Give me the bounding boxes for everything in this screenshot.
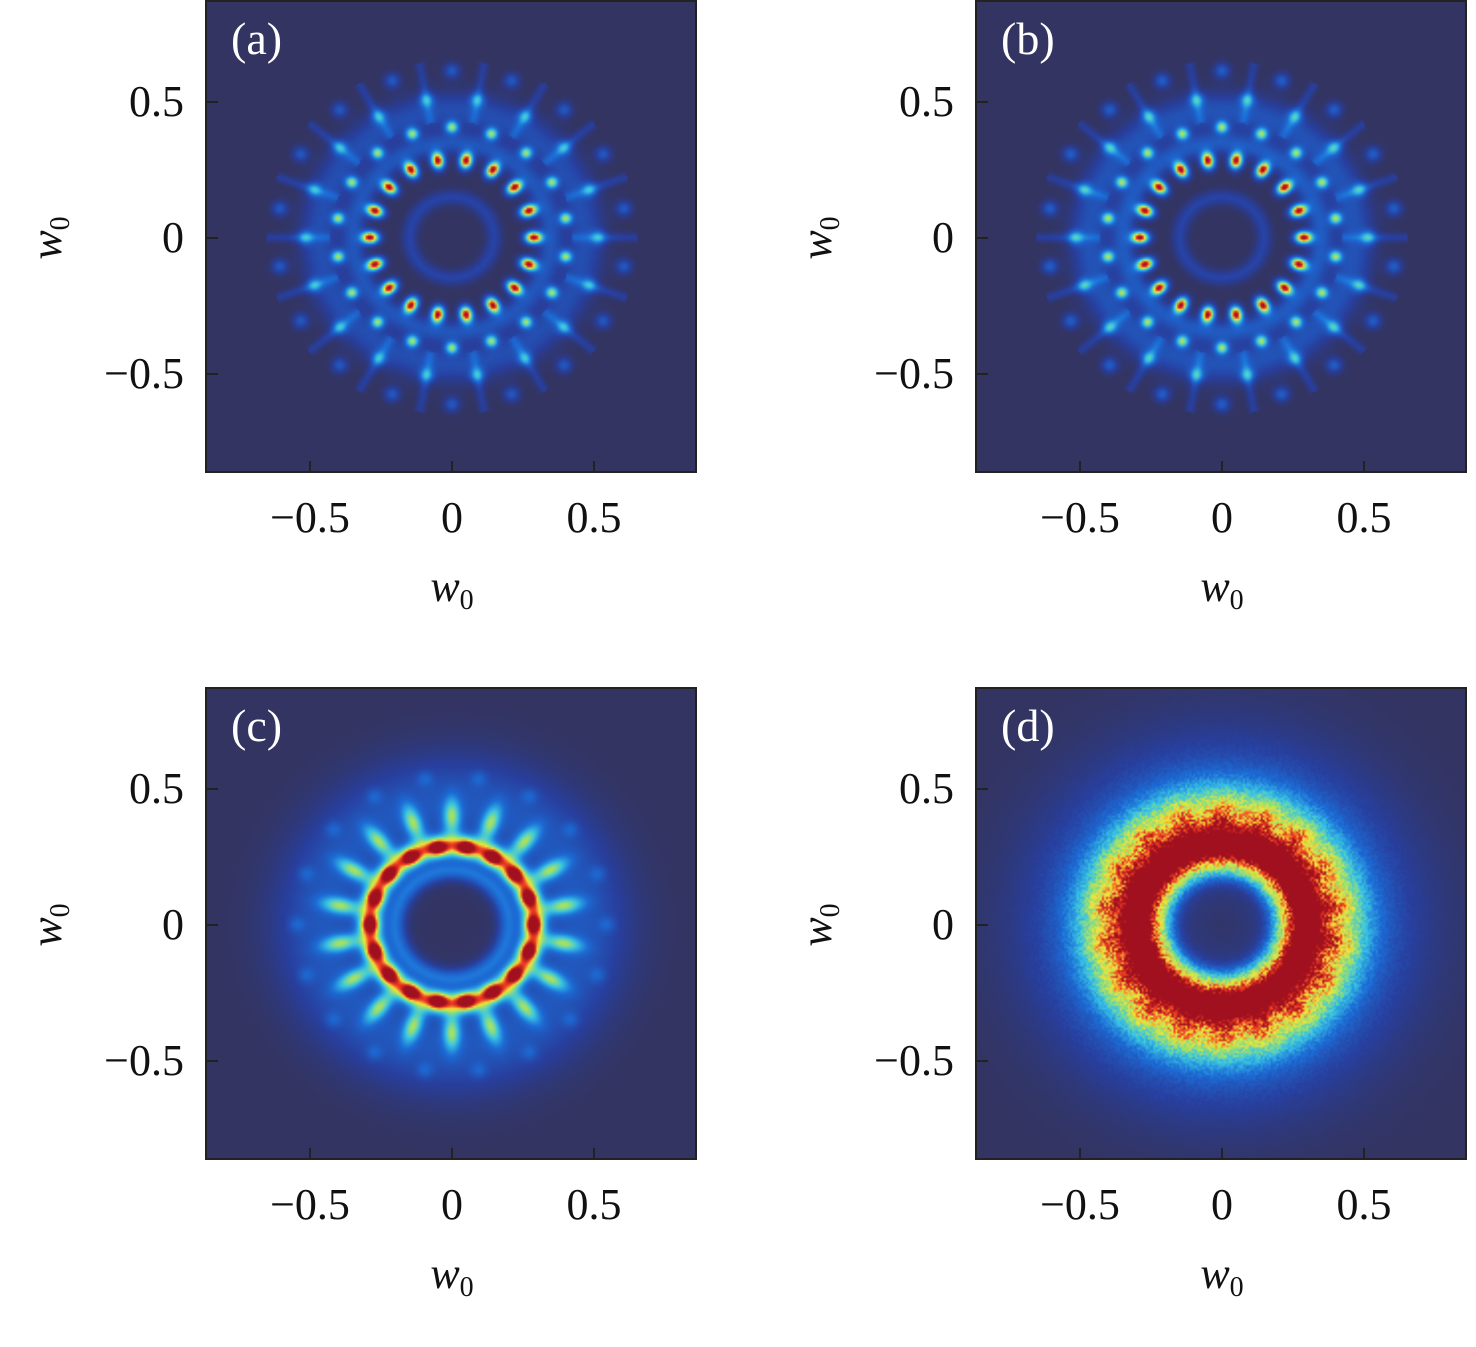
y-tick-label: 0.5 [129,764,184,813]
x-tick-label: 0.5 [1336,1180,1392,1229]
panel-label: (c) [231,700,283,751]
x-tick-label: 0 [441,493,463,542]
y-tick-label: 0 [932,900,954,949]
x-axis-label-subscript: 0 [459,1272,474,1303]
y-tick-mark [205,924,218,926]
x-axis-label-text: w [430,1249,460,1298]
x-axis-label-subscript: 0 [459,585,474,616]
x-axis-label: w0 [430,1252,473,1302]
x-tick-label: −0.5 [1040,1180,1120,1229]
heatmap-image-a [207,2,695,471]
x-tick-mark [1221,461,1223,473]
heatmap-image-c [207,689,695,1158]
x-axis-label-text: w [430,562,460,611]
y-axis-label-subscript: 0 [815,216,846,231]
x-tick-label: 0.5 [566,493,622,542]
panel-d: (d) −0.5 0 0.5 0.5 0 −0.5 w0 w0 [770,687,1476,1347]
x-tick-mark [451,1148,453,1160]
y-tick-mark [975,924,988,926]
x-axis-label-text: w [1200,562,1230,611]
y-tick-label: 0.5 [899,764,954,813]
x-tick-mark [309,1148,311,1160]
y-axis-label-subscript: 0 [815,903,846,918]
y-tick-mark [205,101,218,103]
x-axis-label: w0 [430,565,473,615]
x-tick-label: 0 [441,1180,463,1229]
y-tick-mark [205,373,218,375]
x-axis-label-subscript: 0 [1229,1272,1244,1303]
x-tick-mark [593,461,595,473]
panel-a: (a) −0.5 0 0.5 0.5 0 −0.5 w0 w0 [0,0,760,660]
y-tick-label: −0.5 [874,1036,954,1085]
y-axis-label-text: w [22,230,71,260]
heatmap-plot: (b) [975,0,1467,473]
x-tick-label: 0 [1211,1180,1233,1229]
y-tick-label: −0.5 [104,1036,184,1085]
y-tick-label: 0.5 [129,77,184,126]
y-axis-label: w0 [792,216,846,260]
panel-c: (c) −0.5 0 0.5 0.5 0 −0.5 w0 w0 [0,687,760,1347]
x-tick-mark [451,461,453,473]
y-tick-mark [205,1060,218,1062]
y-tick-mark [975,1060,988,1062]
x-axis-label: w0 [1200,1252,1243,1302]
y-tick-mark [205,237,218,239]
y-axis-label-text: w [22,917,71,947]
y-tick-label: −0.5 [874,349,954,398]
x-tick-label: −0.5 [270,1180,350,1229]
y-axis-label: w0 [22,903,76,947]
panel-b: (b) −0.5 0 0.5 0.5 0 −0.5 w0 w0 [770,0,1476,660]
y-tick-mark [975,373,988,375]
heatmap-image-d [977,689,1465,1158]
y-tick-mark [975,237,988,239]
x-tick-mark [1079,1148,1081,1160]
y-tick-mark [975,101,988,103]
y-axis-label-subscript: 0 [45,903,76,918]
panel-label: (d) [1001,700,1055,751]
y-axis-label-text: w [792,230,841,260]
y-tick-label: −0.5 [104,349,184,398]
y-tick-label: 0.5 [899,77,954,126]
y-tick-mark [205,788,218,790]
x-axis-label-text: w [1200,1249,1230,1298]
x-tick-label: −0.5 [1040,493,1120,542]
panel-label: (b) [1001,13,1055,64]
x-tick-label: −0.5 [270,493,350,542]
heatmap-plot: (c) [205,687,697,1160]
x-axis-label-subscript: 0 [1229,585,1244,616]
y-tick-mark [975,788,988,790]
y-tick-label: 0 [932,213,954,262]
y-tick-label: 0 [162,900,184,949]
x-tick-mark [309,461,311,473]
y-axis-label: w0 [792,903,846,947]
y-axis-label-text: w [792,917,841,947]
panel-label: (a) [231,13,283,64]
x-tick-label: 0.5 [566,1180,622,1229]
x-tick-mark [1363,1148,1365,1160]
y-axis-label: w0 [22,216,76,260]
heatmap-plot: (a) [205,0,697,473]
x-tick-mark [593,1148,595,1160]
heatmap-image-b [977,2,1465,471]
y-axis-label-subscript: 0 [45,216,76,231]
x-tick-mark [1363,461,1365,473]
x-tick-label: 0 [1211,493,1233,542]
x-tick-label: 0.5 [1336,493,1392,542]
heatmap-plot: (d) [975,687,1467,1160]
x-tick-mark [1079,461,1081,473]
x-tick-mark [1221,1148,1223,1160]
x-axis-label: w0 [1200,565,1243,615]
y-tick-label: 0 [162,213,184,262]
